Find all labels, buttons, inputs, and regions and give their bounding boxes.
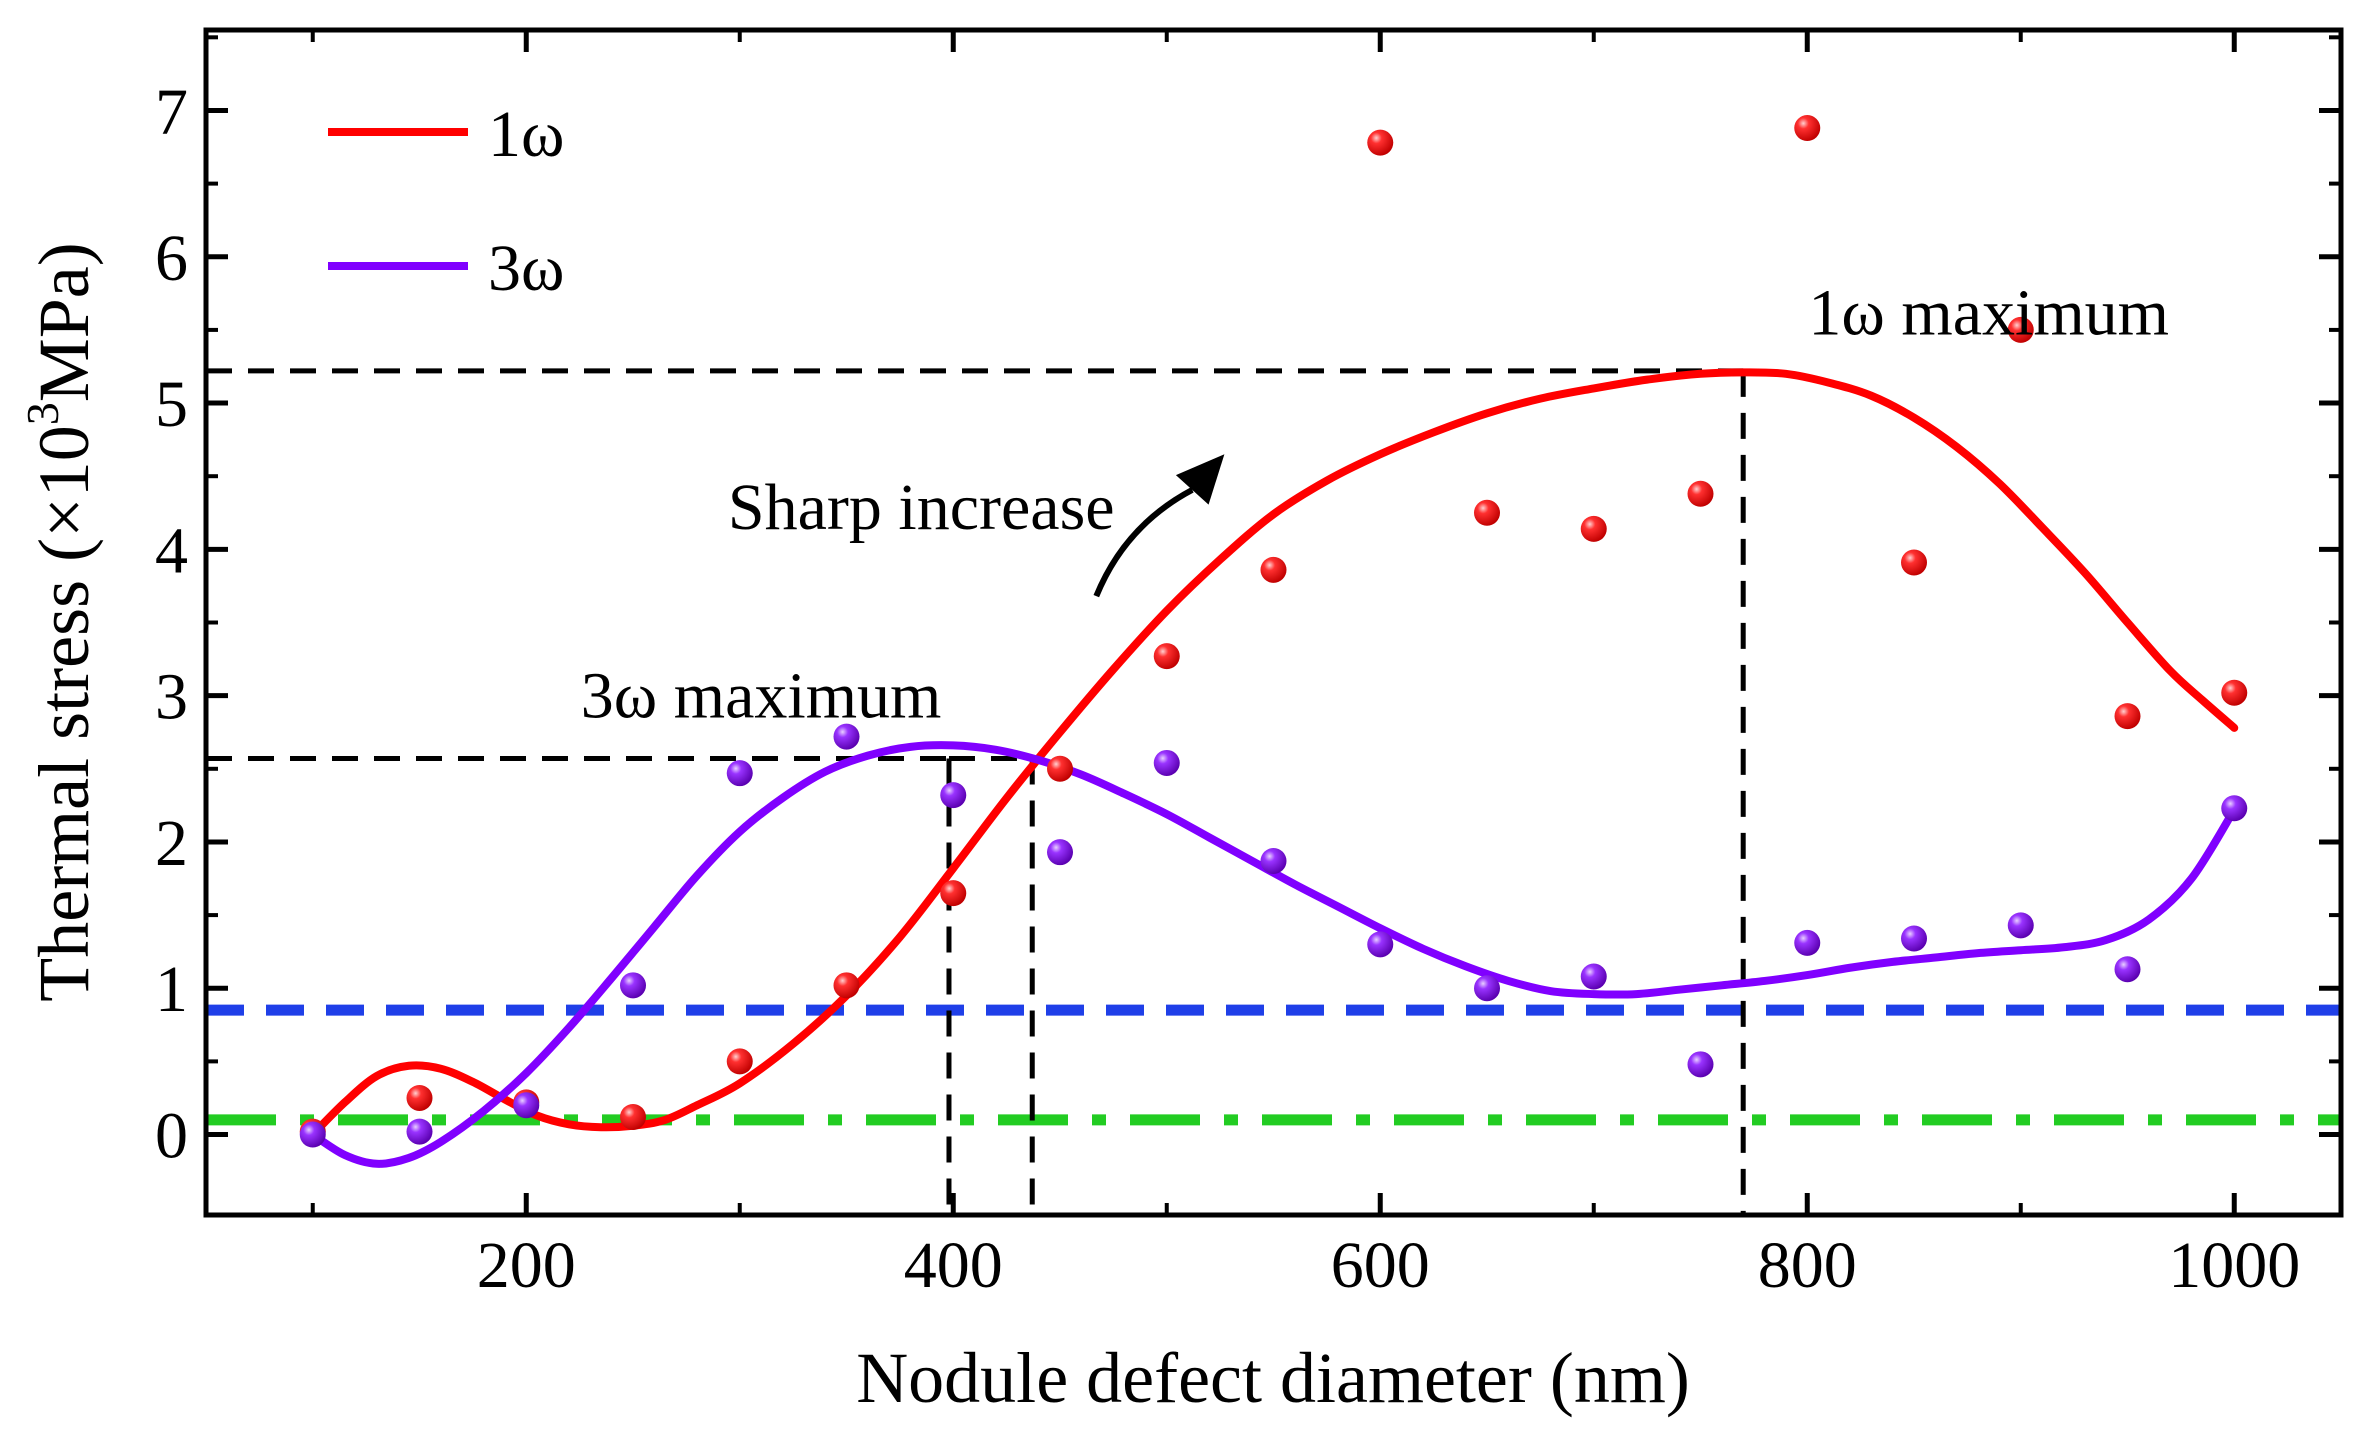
data-point-3w-750 <box>1687 1051 1714 1078</box>
y-axis-label-prefix: Thermal stress (×10 <box>24 425 104 1001</box>
data-point-3w-1000 <box>2221 795 2248 822</box>
fit-curve-3w <box>308 741 2239 1168</box>
legend: 1ω 3ω <box>328 98 564 305</box>
plot-frame <box>203 27 2344 1218</box>
y-axis-label-sup: 3 <box>17 402 68 425</box>
data-point-1w-650 <box>1474 499 1500 526</box>
y-tick-label-3: 3 <box>155 661 188 734</box>
data-point-3w-650 <box>1474 975 1500 1002</box>
data-point-1w-600 <box>1367 129 1394 156</box>
x-tick-label-1000: 1000 <box>2168 1229 2300 1302</box>
data-point-3w-400 <box>940 782 967 809</box>
data-point-1w-550 <box>1260 556 1287 583</box>
x-tick-label-200: 200 <box>477 1229 576 1302</box>
plot-frame-border <box>203 27 2344 1218</box>
data-point-1w-900 <box>2007 316 2034 343</box>
data-point-3w-850 <box>1901 925 1927 952</box>
data-point-1w-1000 <box>2221 679 2248 706</box>
data-point-3w-150 <box>406 1118 433 1145</box>
data-point-1w-150 <box>406 1084 433 1111</box>
guide-line-1 <box>948 756 1035 1215</box>
y-tick-label-4: 4 <box>155 514 188 587</box>
y-axis-label-suffix: MPa) <box>24 242 104 402</box>
data-point-3w-600 <box>1367 931 1394 958</box>
annotation-sharp-increase: Sharp increase <box>728 471 1115 544</box>
data-point-3w-800 <box>1794 929 1821 956</box>
guide-line-2 <box>206 368 1746 1215</box>
data-point-3w-900 <box>2007 912 2034 939</box>
guide-lines <box>206 368 1746 1215</box>
legend-label-3w: 3ω <box>488 232 564 305</box>
y-tick-label-6: 6 <box>155 222 188 295</box>
arrow-head <box>1175 454 1225 505</box>
data-point-3w-550 <box>1260 847 1287 874</box>
data-point-1w-400 <box>940 880 967 907</box>
x-axis-label: Nodule defect diameter (nm) <box>856 1338 1690 1418</box>
data-point-1w-250 <box>620 1103 646 1130</box>
y-tick-label-7: 7 <box>155 75 188 148</box>
x-tick-label-600: 600 <box>1331 1229 1430 1302</box>
data-point-1w-500 <box>1153 643 1180 670</box>
data-point-1w-350 <box>833 972 860 999</box>
y-axis-label: Thermal stress (×103MPa) <box>17 242 104 1001</box>
data-point-3w-700 <box>1580 963 1607 990</box>
sharp-increase-arrow <box>1093 454 1225 598</box>
data-point-1w-300 <box>726 1048 753 1075</box>
data-point-3w-950 <box>2114 956 2141 983</box>
data-point-1w-700 <box>1580 515 1607 542</box>
fit-curves <box>308 368 2239 1168</box>
data-point-3w-500 <box>1153 749 1180 776</box>
data-point-3w-350 <box>833 723 860 750</box>
y-tick-labels: 0 1 2 3 4 5 6 7 <box>155 75 188 1172</box>
data-point-3w-200 <box>513 1092 540 1119</box>
legend-label-1w: 1ω <box>488 98 564 171</box>
annotation-1w-maximum: 1ω maximum <box>1808 276 2169 349</box>
data-point-1w-450 <box>1047 755 1073 782</box>
data-point-3w-300 <box>726 760 753 787</box>
guide-line-0 <box>206 756 952 1215</box>
reference-lines <box>206 1004 2341 1126</box>
y-tick-label-5: 5 <box>155 368 188 441</box>
y-tick-label-1: 1 <box>155 953 188 1026</box>
data-point-3w-250 <box>620 972 646 999</box>
x-tick-labels: 200 400 600 800 1000 <box>477 1229 2301 1302</box>
arrow-shaft <box>1093 487 1194 598</box>
x-tick-label-800: 800 <box>1758 1229 1857 1302</box>
y-tick-label-0: 0 <box>155 1100 188 1173</box>
fit-curve-1w <box>308 368 2239 1139</box>
data-point-1w-750 <box>1687 480 1714 507</box>
y-tick-label-2: 2 <box>155 807 188 880</box>
axis-ticks <box>206 30 2341 1215</box>
annotation-3w-maximum: 3ω maximum <box>581 660 942 733</box>
data-points <box>299 115 2248 1148</box>
data-point-1w-800 <box>1794 115 1821 142</box>
data-point-3w-100 <box>299 1121 326 1148</box>
data-point-3w-450 <box>1047 839 1073 866</box>
data-point-1w-850 <box>1901 549 1927 576</box>
x-tick-label-400: 400 <box>904 1229 1003 1302</box>
data-point-1w-950 <box>2114 703 2141 730</box>
